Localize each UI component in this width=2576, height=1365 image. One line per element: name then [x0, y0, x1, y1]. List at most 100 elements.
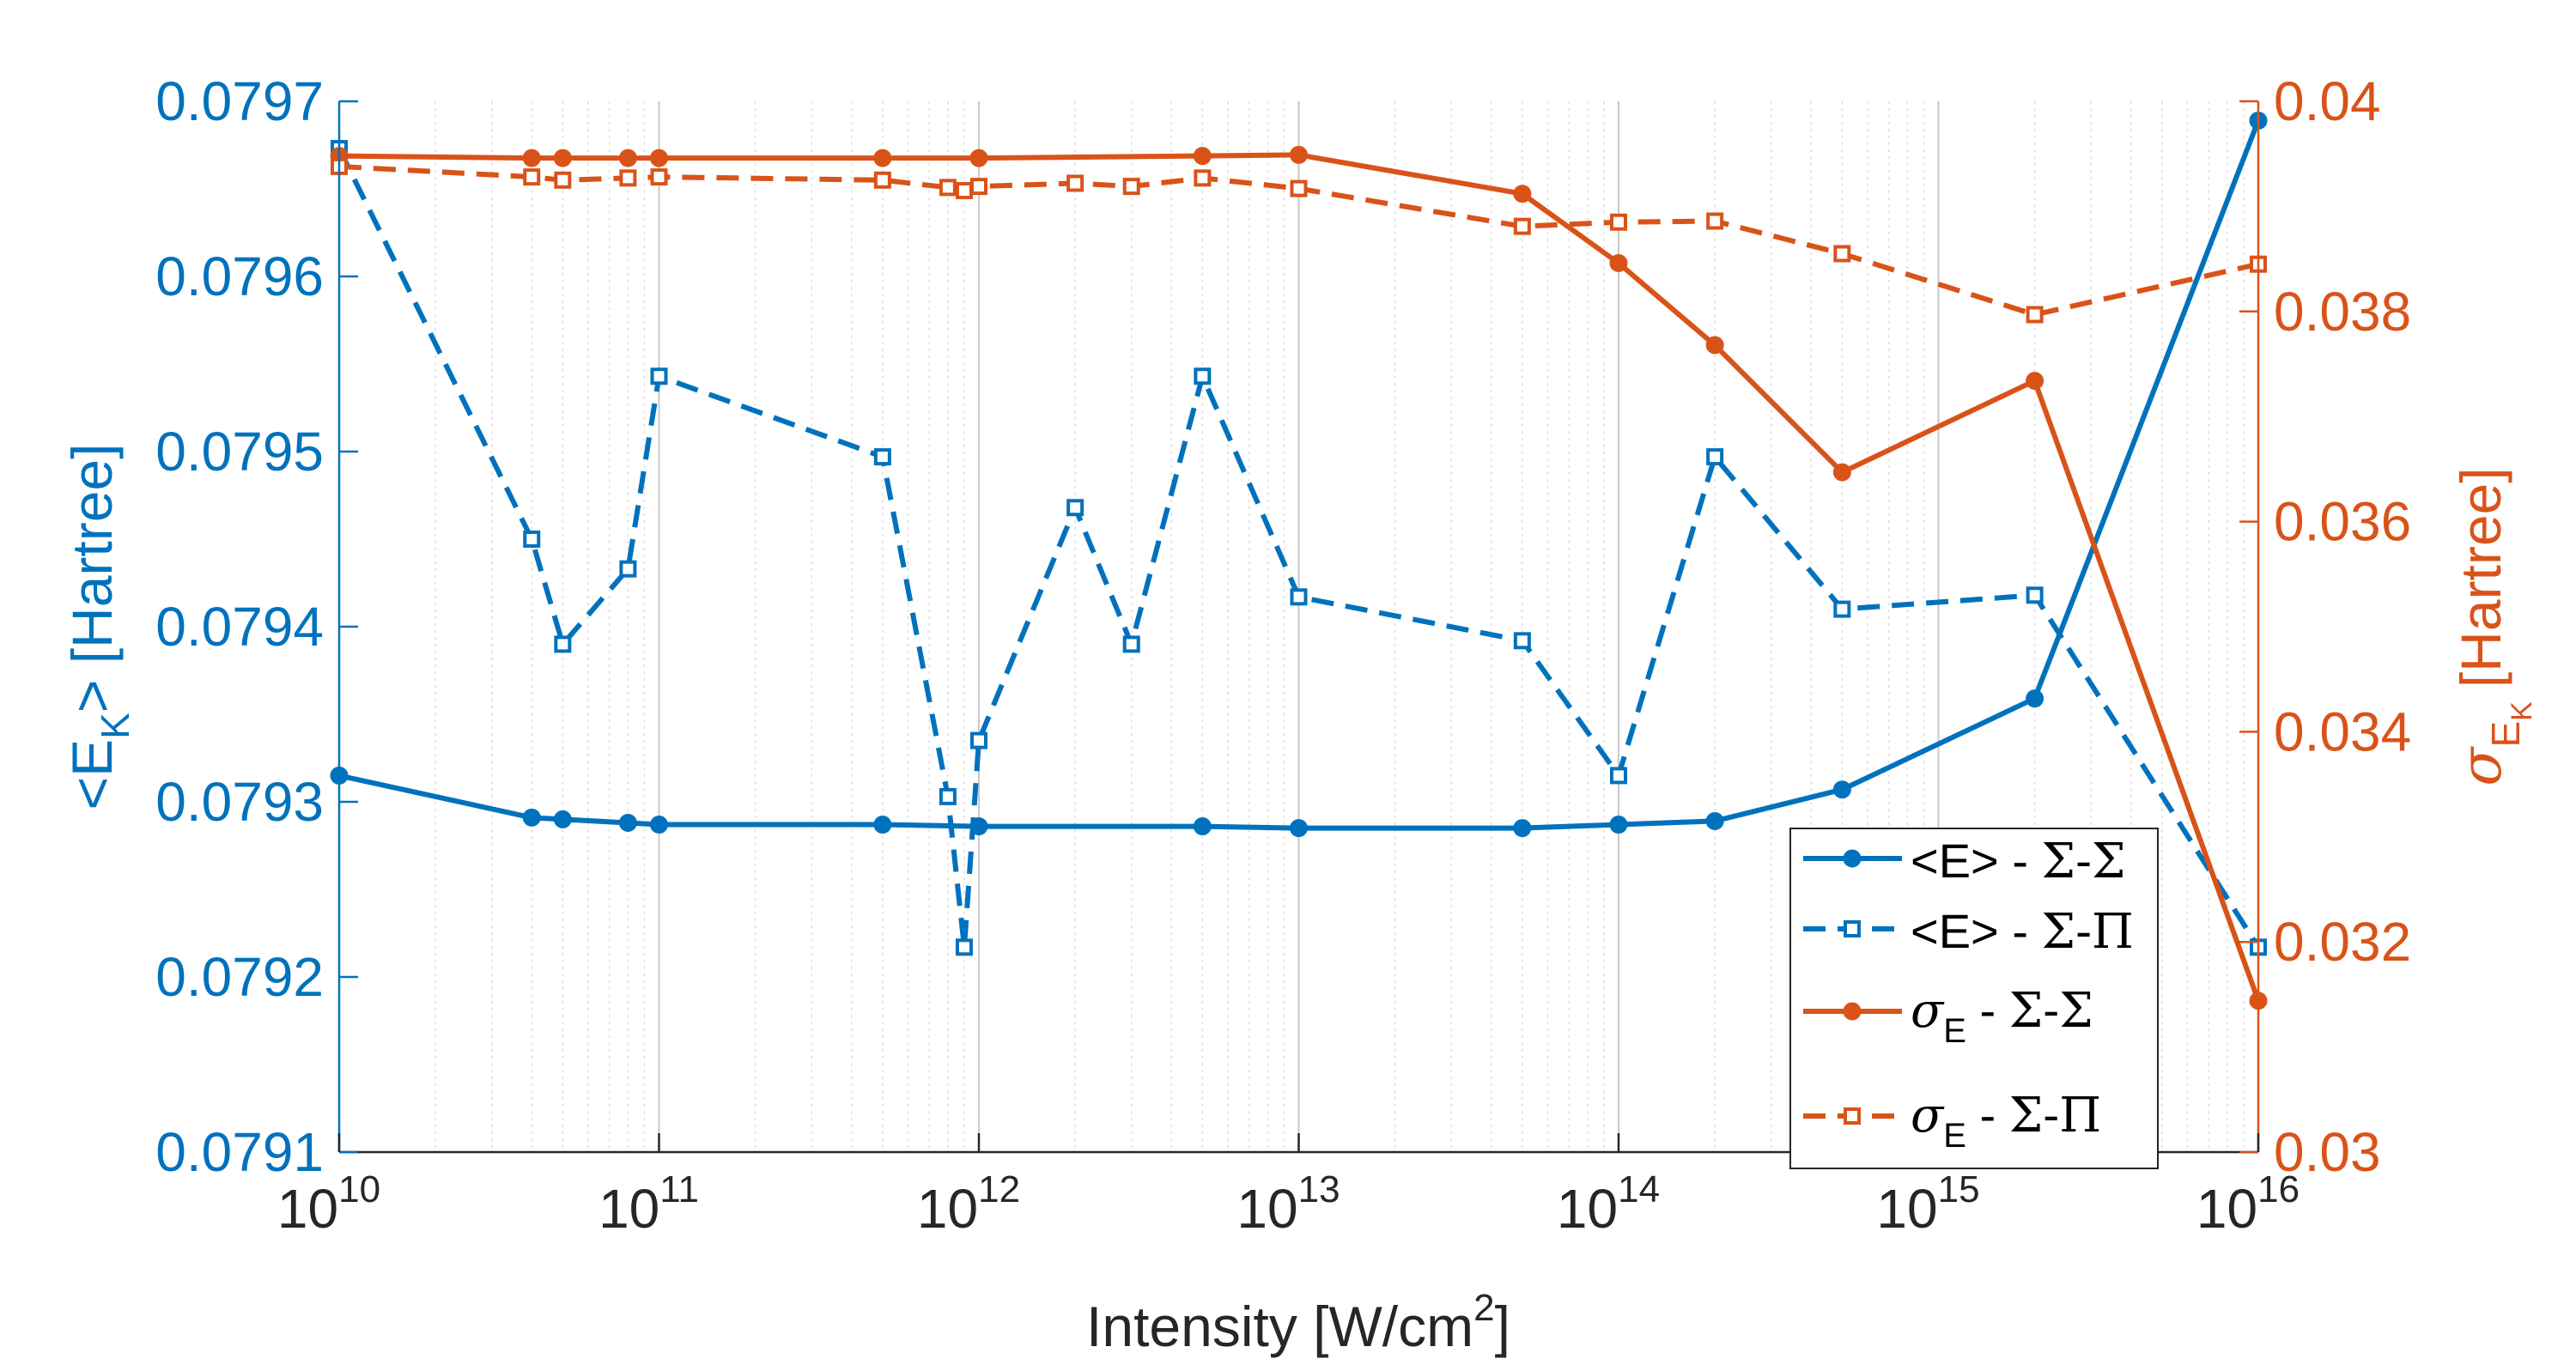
data-point-s_ss — [1513, 185, 1532, 203]
data-point-s_sp — [1290, 179, 1308, 197]
data-point-s_ss — [650, 149, 668, 167]
data-point-e_ss — [873, 816, 892, 834]
data-point-e_sp — [873, 448, 891, 466]
data-point-s_sp — [939, 179, 957, 197]
data-point-s_sp — [1122, 178, 1140, 196]
legend-label-e-ss: <E> - Σ-Σ — [1911, 834, 2126, 889]
data-point-e_ss — [618, 813, 637, 832]
y-right-tick-label: 0.032 — [2274, 911, 2411, 973]
y-right-label-subscript: E — [2483, 721, 2528, 748]
x-tick-label: 1015 — [1876, 1168, 1979, 1240]
data-point-s_ss — [969, 149, 988, 167]
data-point-s_ss — [1193, 147, 1212, 166]
data-point-e_ss — [1832, 780, 1851, 799]
data-point-e_sp — [1610, 767, 1627, 785]
y-left-tick-label: 0.0791 — [155, 1121, 324, 1183]
data-point-s_sp — [1513, 217, 1531, 235]
data-point-e_ss — [1193, 817, 1212, 836]
data-point-e_sp — [1513, 632, 1531, 650]
data-point-s_sp — [1833, 245, 1851, 263]
data-point-s_sp — [650, 168, 668, 186]
data-point-s_sp — [1194, 169, 1212, 187]
legend-label-s-ss: σE - Σ-Σ — [1911, 983, 2093, 1050]
data-point-e_sp — [1066, 499, 1084, 517]
data-point-e_sp — [619, 560, 637, 578]
data-point-s_ss — [1705, 336, 1724, 355]
legend-marker-e-sp — [1844, 920, 1861, 937]
data-point-s_ss — [873, 149, 892, 167]
y-left-tick-label: 0.0793 — [155, 771, 324, 833]
data-point-s_ss — [1290, 145, 1308, 164]
legend-entry-s-ss: σE - Σ-Σ — [1803, 983, 2093, 1050]
legend-entry-e-sp: <E> - Σ-Π — [1803, 904, 2134, 960]
tick-labels: 0.0791 0.0792 0.0793 0.0794 0.0795 0.0796 0.07… — [155, 70, 2411, 1240]
data-point-e_sp — [1290, 588, 1308, 606]
data-point-e_ss — [1290, 819, 1308, 838]
data-point-s_sp — [873, 171, 891, 189]
x-tick-label: 1010 — [277, 1168, 380, 1240]
data-point-s_sp — [523, 168, 541, 186]
y-right-axis-label: σEK[Hartree] — [2448, 467, 2538, 786]
data-point-e_sp — [554, 635, 572, 653]
data-point-e_sp — [1706, 448, 1724, 466]
legend-label-s-sp: σE - Σ-Π — [1911, 1088, 2101, 1155]
y-left-tick-label: 0.0792 — [155, 946, 324, 1008]
data-point-s_sp — [554, 171, 572, 189]
data-point-e_ss — [1609, 816, 1628, 834]
data-point-s_ss — [553, 149, 572, 167]
x-tick-label: 1016 — [2196, 1168, 2300, 1240]
x-tick-label: 1013 — [1236, 1168, 1340, 1240]
data-point-s_sp — [2026, 306, 2044, 324]
data-point-e_sp — [1194, 367, 1212, 385]
data-point-s_ss — [618, 149, 637, 167]
data-point-s_sp — [970, 178, 987, 196]
data-point-s_sp — [1066, 174, 1084, 192]
data-point-e_ss — [2026, 689, 2044, 708]
data-point-e_ss — [650, 816, 668, 834]
data-point-e_ss — [522, 808, 541, 827]
series-layer — [330, 111, 2268, 1010]
data-point-e_sp — [1122, 635, 1140, 653]
data-point-s_sp — [1706, 212, 1724, 230]
data-point-s_sp — [1610, 213, 1627, 231]
data-point-e_sp — [955, 938, 973, 956]
data-point-s_ss — [1609, 253, 1628, 272]
y-left-label-subscript: K — [93, 713, 137, 739]
data-point-s_ss — [2026, 372, 2044, 391]
data-point-e_sp — [970, 731, 987, 749]
y-right-tick-label: 0.036 — [2274, 491, 2411, 553]
y-left-tick-label: 0.0795 — [155, 421, 324, 482]
legend-label-e-sp: <E> - Σ-Π — [1911, 904, 2134, 960]
legend-marker-e-ss — [1843, 849, 1862, 868]
x-tick-label: 1011 — [598, 1168, 699, 1240]
x-tick-label: 1014 — [1557, 1168, 1660, 1240]
data-point-s_sp — [955, 182, 973, 200]
data-point-s_ss — [522, 149, 541, 167]
y-right-tick-label: 0.038 — [2274, 281, 2411, 343]
y-left-tick-label: 0.0794 — [155, 596, 324, 658]
data-point-e_sp — [523, 531, 541, 548]
data-point-e_sp — [1833, 600, 1851, 618]
y-right-label-subsubscript: K — [2506, 701, 2538, 721]
legend-marker-s-ss — [1843, 1002, 1862, 1021]
y-right-tick-label: 0.04 — [2274, 70, 2381, 132]
y-right-tick-label: 0.034 — [2274, 701, 2411, 762]
legend-entry-s-sp: σE - Σ-Π — [1803, 1088, 2101, 1155]
x-tick-label: 1012 — [917, 1168, 1020, 1240]
data-point-e_sp — [939, 787, 957, 805]
data-point-s_ss — [1832, 463, 1851, 482]
legend-marker-s-sp — [1844, 1107, 1861, 1125]
x-axis-label: Intensity [W/cm2] — [1086, 1287, 1510, 1358]
data-point-s_sp — [619, 169, 637, 187]
data-point-e_sp — [2026, 586, 2044, 604]
y-right-tick-label: 0.03 — [2274, 1121, 2381, 1183]
legend-entry-e-ss: <E> - Σ-Σ — [1803, 834, 2126, 889]
legend: <E> - Σ-Σ <E> - Σ-Π σE - Σ-Σ σE - Σ-Π — [1789, 828, 2159, 1169]
data-point-e_ss — [1513, 819, 1532, 838]
y-left-tick-label: 0.0796 — [155, 246, 324, 307]
data-point-e_ss — [553, 810, 572, 828]
y-left-tick-label: 0.0797 — [155, 70, 324, 132]
data-point-e_ss — [1705, 811, 1724, 830]
data-point-e_sp — [650, 367, 668, 385]
